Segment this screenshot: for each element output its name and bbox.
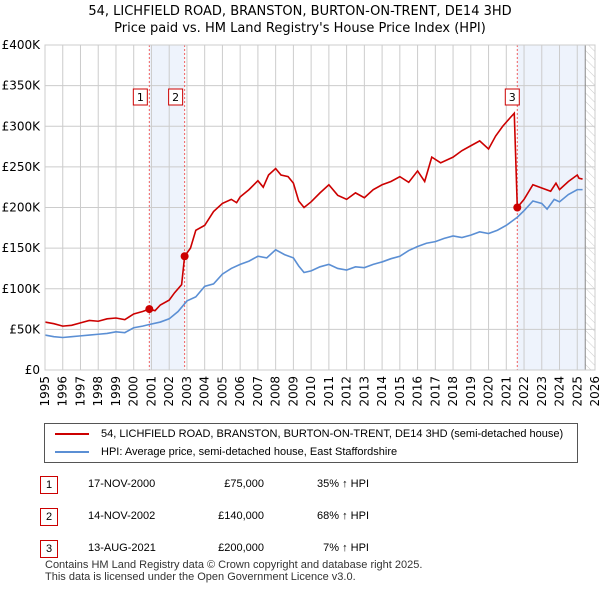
y-tick-label: £150K [2, 241, 42, 255]
x-tick-label: 2022 [517, 376, 531, 407]
sale-price: £200,000 [218, 542, 264, 554]
sale-label-box [132, 88, 148, 106]
legend-swatch [55, 433, 89, 435]
x-tick-label: 1995 [38, 376, 52, 407]
sale-marker [180, 252, 189, 261]
x-tick-label: 2014 [375, 376, 389, 407]
x-tick-label: 2010 [304, 376, 318, 407]
x-tick-label: 2026 [588, 376, 600, 407]
legend: 54, LICHFIELD ROAD, BRANSTON, BURTON-ON-… [44, 423, 578, 463]
sale-price: £140,000 [218, 510, 264, 522]
x-tick-label: 2018 [446, 376, 460, 407]
sale-row: 2 14-NOV-2002 £140,000 68% ↑ HPI [40, 508, 560, 528]
footer-line: This data is licensed under the Open Gov… [45, 571, 356, 583]
x-tick-label: 2025 [570, 376, 584, 407]
x-tick-label: 1996 [56, 376, 70, 407]
sale-date: 13-AUG-2021 [88, 542, 156, 554]
x-tick-label: 2002 [162, 376, 176, 407]
x-tick-label: 2013 [357, 376, 371, 407]
sale-label-box [168, 88, 184, 106]
legend-item-hpi: HPI: Average price, semi-detached house,… [55, 444, 397, 460]
legend-label: 54, LICHFIELD ROAD, BRANSTON, BURTON-ON-… [101, 428, 564, 440]
series-line [44, 188, 583, 339]
sale-date: 17-NOV-2000 [88, 478, 156, 490]
x-tick-label: 2024 [553, 376, 567, 407]
x-tick-label: 2023 [535, 376, 549, 407]
sale-hpi-change: 68% ↑ HPI [317, 510, 369, 522]
x-tick-label: 2005 [215, 376, 229, 407]
sale-hpi-change: 7% ↑ HPI [323, 542, 369, 554]
sale-marker [145, 305, 154, 314]
y-tick-label: £0 [25, 363, 40, 377]
x-tick-label: 2011 [322, 376, 336, 407]
y-tick-label: £200K [2, 201, 42, 215]
x-tick-label: 1998 [91, 376, 105, 407]
x-tick-label: 2004 [198, 376, 212, 407]
legend-label: HPI: Average price, semi-detached house,… [101, 446, 398, 458]
y-tick-label: £350K [2, 79, 42, 93]
y-tick-label: £250K [2, 160, 42, 174]
x-tick-label: 1997 [73, 376, 87, 407]
footer-line: Contains HM Land Registry data © Crown c… [45, 559, 423, 571]
sale-row: 3 13-AUG-2021 £200,000 7% ↑ HPI [40, 540, 560, 560]
sale-label: 2 [172, 91, 179, 104]
x-tick-label: 2001 [144, 376, 158, 407]
x-tick-label: 2009 [286, 376, 300, 407]
sale-number-badge: 2 [40, 508, 58, 526]
footer: Contains HM Land Registry data © Crown c… [45, 559, 422, 583]
sale-price: £75,000 [224, 478, 264, 490]
x-tick-label: 2012 [340, 376, 354, 407]
x-tick-label: 2017 [428, 376, 442, 407]
x-tick-label: 2000 [127, 376, 141, 407]
y-tick-label: £400K [2, 38, 42, 52]
legend-item-property: 54, LICHFIELD ROAD, BRANSTON, BURTON-ON-… [55, 426, 563, 442]
y-tick-label: £100K [2, 282, 42, 296]
sale-marker [513, 203, 522, 212]
x-tick-label: 1999 [109, 376, 123, 407]
sale-label: 1 [137, 91, 144, 104]
sale-label: 3 [509, 91, 516, 104]
x-tick-label: 2019 [464, 376, 478, 407]
sale-number-badge: 1 [40, 476, 58, 494]
x-tick-label: 2015 [393, 376, 407, 407]
plot-border [44, 44, 596, 371]
y-tick-label: £300K [2, 119, 42, 133]
sale-number-badge: 3 [40, 540, 58, 558]
x-tick-label: 2006 [233, 376, 247, 407]
sale-label-box [504, 88, 520, 106]
sale-hpi-change: 35% ↑ HPI [317, 478, 369, 490]
chart-subtitle: Price paid vs. HM Land Registry's House … [114, 21, 486, 36]
x-tick-label: 2021 [499, 376, 513, 407]
series-line [44, 111, 583, 327]
x-tick-label: 2016 [411, 376, 425, 407]
x-tick-label: 2007 [251, 376, 265, 407]
x-tick-label: 2003 [180, 376, 194, 407]
chart-title: 54, LICHFIELD ROAD, BRANSTON, BURTON-ON-… [88, 4, 512, 19]
legend-swatch [55, 451, 89, 453]
sale-row: 1 17-NOV-2000 £75,000 35% ↑ HPI [40, 476, 560, 496]
y-tick-label: £50K [9, 322, 41, 336]
price-chart: £0 £50K £100K £150K £200K £250K £300K £350K £400… [2, 38, 600, 407]
x-tick-label: 2008 [269, 376, 283, 407]
sale-date: 14-NOV-2002 [88, 510, 156, 522]
x-tick-label: 2020 [482, 376, 496, 407]
